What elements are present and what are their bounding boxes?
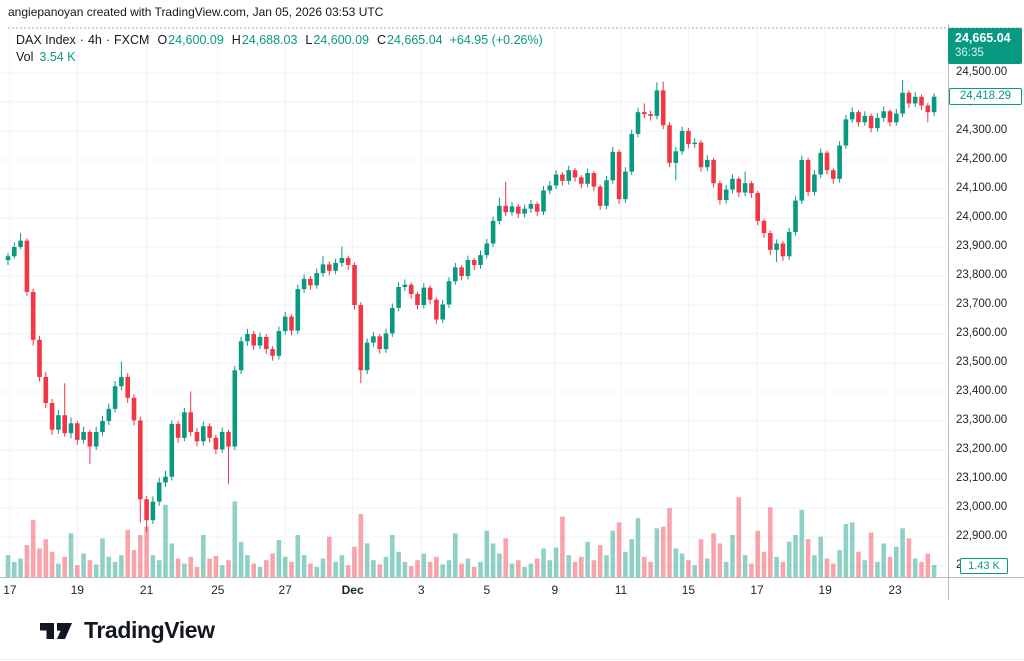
low-value: 24,600.09 [313,33,369,47]
time-axis-label: 5 [483,583,491,597]
price-axis-label: 23,400.00 [956,385,1008,397]
legend-symbol: DAX Index [16,33,76,47]
legend-separator: · [105,33,111,47]
time-axis-label: Dec [341,583,364,597]
time-axis-label: 23 [888,583,902,597]
time-axis-label: 17 [3,583,17,597]
last-price-badge: 24,665.04 36:35 [948,28,1022,64]
time-axis[interactable]: 17 19 21 25 27 Dec 3 5 9 11 15 17 19 23 [0,0,948,600]
time-axis-label: 15 [681,583,696,597]
open-label: O [157,33,168,47]
time-axis-label: 3 [417,583,425,597]
price-axis-label: 24,300.00 [956,124,1008,136]
snapshot-separator-line [8,27,1022,29]
high-label: H [231,33,241,47]
price-axis-label: 24,500.00 [956,66,1008,78]
price-axis-label: 22,900.00 [956,530,1008,542]
last-price-value: 24,665.04 [955,31,1011,45]
time-axis-label: 11 [614,583,628,597]
time-axis-border [0,577,1024,578]
volume-label: Vol [16,50,34,64]
time-axis-label: 19 [818,583,832,597]
symbol-legend[interactable]: DAX Index · 4h · FXCM O24,600.09 H24,688.03 L24… [16,33,543,64]
candlestick-chart[interactable] [0,0,948,600]
legend-exchange: FXCM [114,33,150,47]
price-axis-label: 23,200.00 [956,443,1008,455]
price-axis-label: 23,600.00 [956,327,1008,339]
time-axis-label: 19 [70,583,84,597]
bottom-divider [0,659,1024,660]
time-axis-label: 25 [211,583,225,597]
change-value: +64.95 (+0.26%) [449,33,543,47]
price-axis-label: 23,000.00 [956,501,1008,513]
attribution-text: angiepanoyan created with TradingView.co… [8,5,384,19]
tradingview-logo-text: TradingView [84,617,215,643]
price-axis-label: 24,200.00 [956,153,1008,165]
volume-value: 3.54 K [39,50,76,64]
legend-interval: 4h [87,33,102,47]
legend-ohlc-row: DAX Index · 4h · FXCM O24,600.09 H24,688.03 L24… [16,33,543,47]
time-axis-label: 9 [551,583,559,597]
volume-badge: 1.43 K [960,558,1008,574]
price-axis[interactable]: 24,500.0024,400.0024,300.0024,200.0024,1… [948,0,1024,600]
legend-separator: · [79,33,84,47]
price-axis-label: 24,100.00 [956,182,1008,194]
time-axis-label: 27 [278,583,292,597]
price-axis-label: 23,500.00 [956,356,1008,368]
high-value: 24,688.03 [241,33,298,47]
close-label: C [376,33,387,47]
low-label: L [305,33,313,47]
open-value: 24,600.09 [168,33,224,47]
price-axis-border [948,24,949,600]
price-axis-label: 23,800.00 [956,269,1008,281]
bar-countdown: 36:35 [955,47,984,59]
tradingview-logo[interactable]: TradingView [38,617,215,644]
price-axis-label: 23,900.00 [956,240,1008,252]
price-axis-label: 23,700.00 [956,298,1008,310]
price-axis-label: 24,000.00 [956,211,1008,223]
last-close-badge: 24,418.29 [949,87,1022,105]
tradingview-logo-icon [40,622,72,639]
price-axis-label: 23,300.00 [956,414,1008,426]
time-axis-label: 21 [139,583,154,597]
price-axis-label: 23,100.00 [956,472,1008,484]
close-value: 24,665.04 [387,33,443,47]
legend-volume-row: Vol 3.54 K [16,50,543,64]
time-axis-label: 17 [750,583,764,597]
